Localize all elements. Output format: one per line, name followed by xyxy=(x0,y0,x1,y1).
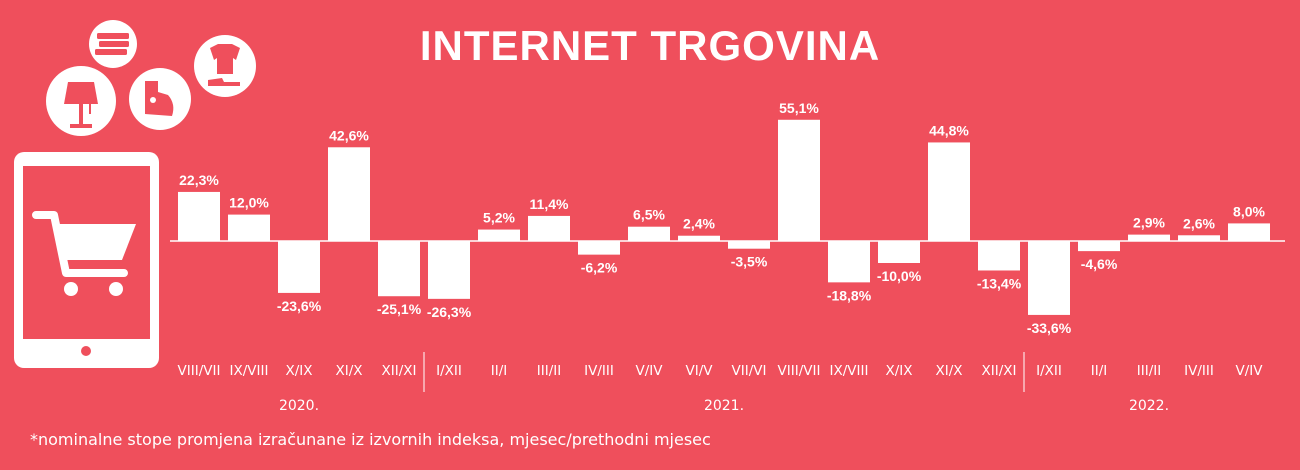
data-label: 8,0% xyxy=(1233,203,1265,219)
data-label: 55,1% xyxy=(779,100,819,116)
x-tick-label: III/II xyxy=(537,363,561,379)
bar xyxy=(528,215,570,241)
bar xyxy=(578,241,620,255)
data-label: -10,0% xyxy=(877,268,922,284)
year-label: 2020. xyxy=(279,398,319,414)
x-tick-label: V/IV xyxy=(1236,363,1264,379)
x-tick-label: X/IX xyxy=(885,363,912,379)
data-label: -23,6% xyxy=(277,298,322,314)
bar xyxy=(1178,235,1220,241)
x-tick-label: IV/III xyxy=(1184,363,1214,379)
bar xyxy=(878,241,920,263)
bar xyxy=(228,214,270,241)
bar xyxy=(278,241,320,293)
x-tick-label: XI/X xyxy=(935,363,962,379)
x-tick-label: VI/V xyxy=(686,363,714,379)
data-label: 22,3% xyxy=(179,172,219,188)
x-tick-label: XII/XI xyxy=(982,363,1017,379)
data-label: -13,4% xyxy=(977,275,1022,291)
bar xyxy=(678,235,720,241)
bar xyxy=(928,142,970,241)
x-tick-label: X/IX xyxy=(285,363,312,379)
chart-title: INTERNET TRGOVINA xyxy=(419,22,881,69)
x-tick-label: II/I xyxy=(1091,363,1108,379)
x-tick-label: VIII/VII xyxy=(178,363,221,379)
bar xyxy=(978,241,1020,271)
data-label: -4,6% xyxy=(1081,256,1118,272)
x-tick-label: I/XII xyxy=(1036,363,1062,379)
x-tick-label: III/II xyxy=(1137,363,1161,379)
tablet-cart-icon xyxy=(14,152,159,368)
bar xyxy=(1228,223,1270,241)
bar xyxy=(378,241,420,297)
data-label: 2,4% xyxy=(683,216,715,232)
lamp-icon xyxy=(46,66,116,136)
data-label: 12,0% xyxy=(229,195,269,211)
data-label: 5,2% xyxy=(483,210,515,226)
x-tick-label: VII/VI xyxy=(732,363,767,379)
data-label: 2,6% xyxy=(1183,215,1215,231)
x-tick-label: IX/VIII xyxy=(230,363,269,379)
data-label: -6,2% xyxy=(581,260,618,276)
data-label: -33,6% xyxy=(1027,320,1072,336)
iron-icon xyxy=(129,68,191,130)
bar xyxy=(1078,241,1120,252)
books-icon xyxy=(89,20,137,68)
bar xyxy=(178,191,220,241)
x-tick-label: IX/VIII xyxy=(830,363,869,379)
x-tick-label: XII/XI xyxy=(382,363,417,379)
data-label: -26,3% xyxy=(427,304,472,320)
x-tick-label: V/IV xyxy=(636,363,664,379)
bar xyxy=(478,229,520,241)
bar xyxy=(778,119,820,241)
data-label: 11,4% xyxy=(530,196,569,212)
x-tick-label: XI/X xyxy=(335,363,362,379)
bar xyxy=(628,226,670,241)
bar xyxy=(428,241,470,299)
data-label: 2,9% xyxy=(1133,215,1165,231)
data-label: 6,5% xyxy=(633,207,665,223)
data-label: 44,8% xyxy=(929,122,969,138)
data-label: -18,8% xyxy=(827,287,872,303)
x-tick-label: I/XII xyxy=(436,363,462,379)
bar xyxy=(728,241,770,249)
footnote: *nominalne stope promjena izračunane iz … xyxy=(30,430,711,449)
year-label: 2021. xyxy=(704,398,744,414)
bar xyxy=(1028,241,1070,315)
data-label: 42,6% xyxy=(329,127,369,143)
bar xyxy=(828,241,870,283)
bar xyxy=(328,147,370,241)
bar xyxy=(1128,234,1170,241)
x-tick-label: IV/III xyxy=(584,363,614,379)
data-label: -3,5% xyxy=(731,254,768,270)
year-label: 2022. xyxy=(1129,398,1169,414)
data-label: -25,1% xyxy=(377,301,422,317)
x-tick-label: VIII/VII xyxy=(778,363,821,379)
x-tick-label: II/I xyxy=(491,363,508,379)
clothes-shoe-icon xyxy=(194,35,256,97)
